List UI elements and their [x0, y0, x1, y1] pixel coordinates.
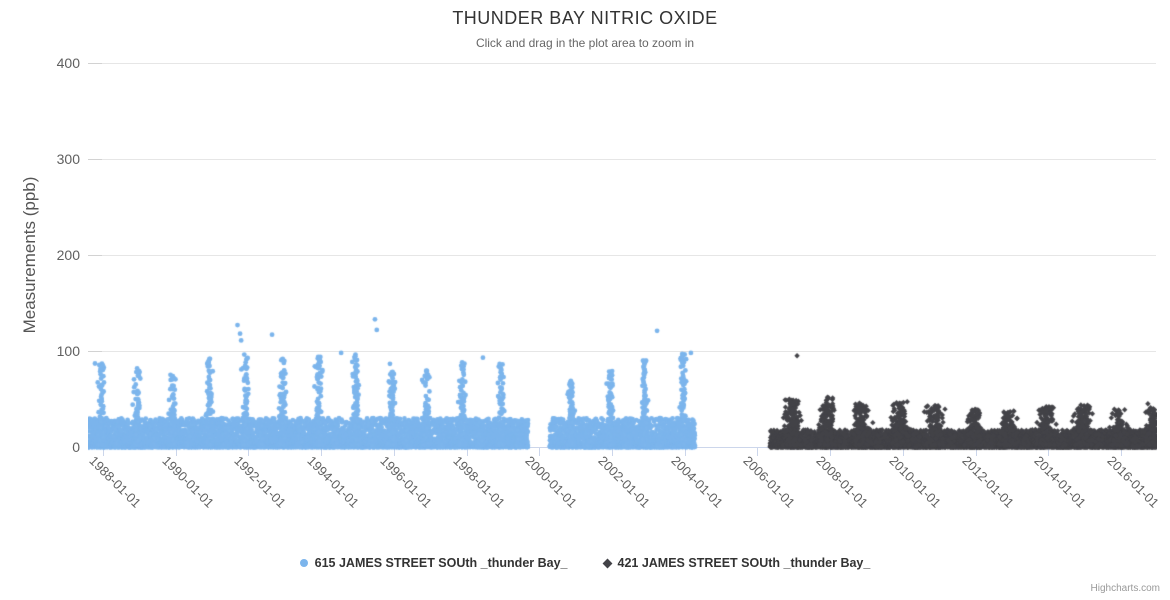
- x-tick-label: 2016-01-01: [1104, 453, 1163, 511]
- chart-title: THUNDER BAY NITRIC OXIDE: [452, 8, 718, 28]
- legend: 615 JAMES STREET SOUth _thunder Bay_ 421…: [0, 556, 1170, 570]
- y-tick-label: 200: [56, 247, 80, 263]
- x-tick-label: 2000-01-01: [522, 453, 581, 511]
- legend-label-615: 615 JAMES STREET SOUth _thunder Bay_: [314, 556, 568, 570]
- x-tick-label: 1988-01-01: [86, 453, 145, 511]
- x-tick-label: 1990-01-01: [159, 453, 217, 511]
- y-tick-label: 400: [56, 55, 80, 71]
- plot-area[interactable]: [88, 63, 1157, 455]
- chart-subtitle: Click and drag in the plot area to zoom …: [475, 36, 695, 50]
- x-tick-label: 2010-01-01: [886, 453, 944, 511]
- x-tick-label: 2012-01-01: [958, 453, 1017, 511]
- x-tick-label: 1994-01-01: [304, 453, 363, 511]
- x-tick-label: 2006-01-01: [740, 453, 799, 511]
- x-tick-label: 2002-01-01: [595, 453, 654, 511]
- y-tick-label: 0: [72, 439, 80, 455]
- diamond-marker-icon: [602, 558, 612, 568]
- circle-marker-icon: [299, 559, 308, 567]
- y-tick-label: 300: [56, 151, 80, 167]
- x-tick-label: 2014-01-01: [1031, 453, 1090, 511]
- x-tick-label: 2004-01-01: [668, 453, 726, 511]
- x-tick-label: 1992-01-01: [231, 453, 290, 511]
- legend-item-421-james-street[interactable]: 421 JAMES STREET SOUth _thunder Bay_: [602, 556, 871, 570]
- legend-item-615-james-street[interactable]: 615 JAMES STREET SOUth _thunder Bay_: [299, 556, 568, 570]
- y-tick-label: 100: [56, 343, 80, 359]
- x-tick-label: 2008-01-01: [813, 453, 872, 511]
- x-tick-label: 1998-01-01: [449, 453, 508, 511]
- legend-label-421: 421 JAMES STREET SOUth _thunder Bay_: [617, 556, 871, 570]
- x-tick-label: 1996-01-01: [377, 453, 435, 511]
- y-axis-title: Measurements (ppb): [20, 176, 39, 334]
- highcharts-credit[interactable]: Highcharts.com: [1090, 583, 1160, 594]
